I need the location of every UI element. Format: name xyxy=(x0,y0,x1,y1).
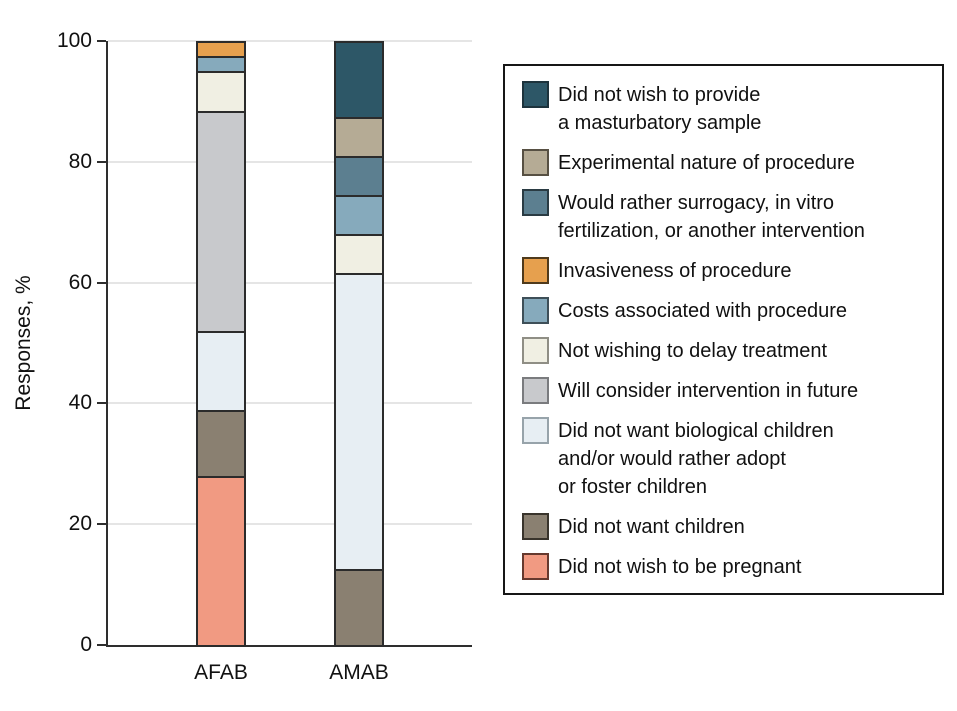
bar-segment-did-not-wish-to-be-pregnant xyxy=(198,476,244,645)
gridline-40 xyxy=(108,402,472,405)
legend-swatch-invasiveness-of-procedure xyxy=(522,257,549,284)
legend-swatch-would-rather-surrogacy-ivf-or-other xyxy=(522,189,549,216)
legend-box: Did not wish to provide a masturbatory s… xyxy=(503,64,944,595)
bar-segment-did-not-want-biological-children xyxy=(336,272,382,570)
legend-swatch-did-not-want-biological-children xyxy=(522,417,549,444)
legend-label-invasiveness-of-procedure: Invasiveness of procedure xyxy=(558,260,792,282)
bar-afab xyxy=(196,41,246,647)
y-tick-label-20: 20 xyxy=(68,512,92,536)
gridline-20 xyxy=(108,523,472,526)
y-tick-label-100: 100 xyxy=(56,29,92,52)
y-tick-mark-40 xyxy=(97,402,106,405)
legend-swatch-not-wishing-to-delay-treatment xyxy=(522,337,549,364)
legend-item-not-wishing-to-delay-treatment: Not wishing to delay treatment xyxy=(522,337,932,365)
legend-label-did-not-wish-to-be-pregnant: Did not wish to be pregnant xyxy=(558,556,802,578)
legend-item-did-not-want-children: Did not want children xyxy=(522,513,932,541)
gridline-80 xyxy=(108,160,472,163)
legend-item-will-consider-intervention-in-future: Will consider intervention in future xyxy=(522,377,932,405)
bar-segment-did-not-want-biological-children xyxy=(198,331,244,410)
legend-item-experimental-nature-of-procedure: Experimental nature of procedure xyxy=(522,149,932,177)
y-axis-title: Responses, % xyxy=(12,275,35,411)
bar-segment-did-not-want-children xyxy=(336,569,382,645)
gridline-100 xyxy=(108,40,472,42)
legend-swatch-did-not-wish-to-be-pregnant xyxy=(522,553,549,580)
y-axis-line xyxy=(106,41,108,647)
legend-item-did-not-want-biological-children: Did not want biological children and/or … xyxy=(522,417,932,501)
bar-segment-invasiveness-of-procedure xyxy=(198,43,244,56)
y-tick-mark-20 xyxy=(97,523,106,526)
legend-swatch-did-not-wish-to-provide-masturbatory-sample xyxy=(522,81,549,108)
y-tick-label-80: 80 xyxy=(68,149,92,173)
y-tick-mark-0 xyxy=(97,644,106,646)
legend-swatch-experimental-nature-of-procedure xyxy=(522,149,549,176)
bar-segment-did-not-wish-to-provide-masturbatory-sample xyxy=(336,43,382,117)
legend-label-did-not-want-children: Did not want children xyxy=(558,516,745,538)
bar-segment-experimental-nature-of-procedure xyxy=(336,116,382,156)
legend-item-invasiveness-of-procedure: Invasiveness of procedure xyxy=(522,257,932,285)
bar-segment-did-not-want-children xyxy=(198,409,244,477)
y-tick-label-40: 40 xyxy=(68,391,92,415)
legend-label-will-consider-intervention-in-future: Will consider intervention in future xyxy=(558,380,859,402)
bar-segment-will-consider-intervention-in-future xyxy=(198,111,244,332)
legend-item-did-not-wish-to-be-pregnant: Did not wish to be pregnant xyxy=(522,553,932,581)
legend-swatch-did-not-want-children xyxy=(522,513,549,540)
bar-segment-would-rather-surrogacy-ivf-or-other xyxy=(336,155,382,195)
legend-label-would-rather-surrogacy-ivf-or-other: Would rather surrogacy, in vitro fertili… xyxy=(558,192,865,242)
x-category-label-amab: AMAB xyxy=(329,661,389,684)
y-tick-label-0: 0 xyxy=(80,633,92,656)
bar-segment-costs-associated-with-procedure xyxy=(336,194,382,234)
bar-segment-not-wishing-to-delay-treatment xyxy=(336,233,382,273)
x-axis-line xyxy=(106,645,472,647)
bar-segment-not-wishing-to-delay-treatment xyxy=(198,70,244,112)
legend-label-costs-associated-with-procedure: Costs associated with procedure xyxy=(558,300,848,322)
y-tick-mark-60 xyxy=(97,281,106,284)
gridline-60 xyxy=(108,281,472,284)
y-tick-mark-80 xyxy=(97,160,106,163)
legend-swatch-costs-associated-with-procedure xyxy=(522,297,549,324)
legend-label-did-not-wish-to-provide-masturbatory-sample: Did not wish to provide a masturbatory s… xyxy=(558,84,762,134)
bar-segment-costs-associated-with-procedure xyxy=(198,55,244,71)
bar-amab xyxy=(334,41,384,647)
y-tick-label-60: 60 xyxy=(68,270,92,294)
legend-label-not-wishing-to-delay-treatment: Not wishing to delay treatment xyxy=(558,340,828,362)
legend-label-did-not-want-biological-children: Did not want biological children and/or … xyxy=(558,420,834,498)
legend-swatch-will-consider-intervention-in-future xyxy=(522,377,549,404)
y-tick-mark-100 xyxy=(97,40,106,42)
legend-item-did-not-wish-to-provide-masturbatory-sample: Did not wish to provide a masturbatory s… xyxy=(522,81,932,137)
x-category-label-afab: AFAB xyxy=(194,661,248,684)
legend-item-costs-associated-with-procedure: Costs associated with procedure xyxy=(522,297,932,325)
legend-label-experimental-nature-of-procedure: Experimental nature of procedure xyxy=(558,152,855,174)
legend-item-would-rather-surrogacy-ivf-or-other: Would rather surrogacy, in vitro fertili… xyxy=(522,189,932,245)
